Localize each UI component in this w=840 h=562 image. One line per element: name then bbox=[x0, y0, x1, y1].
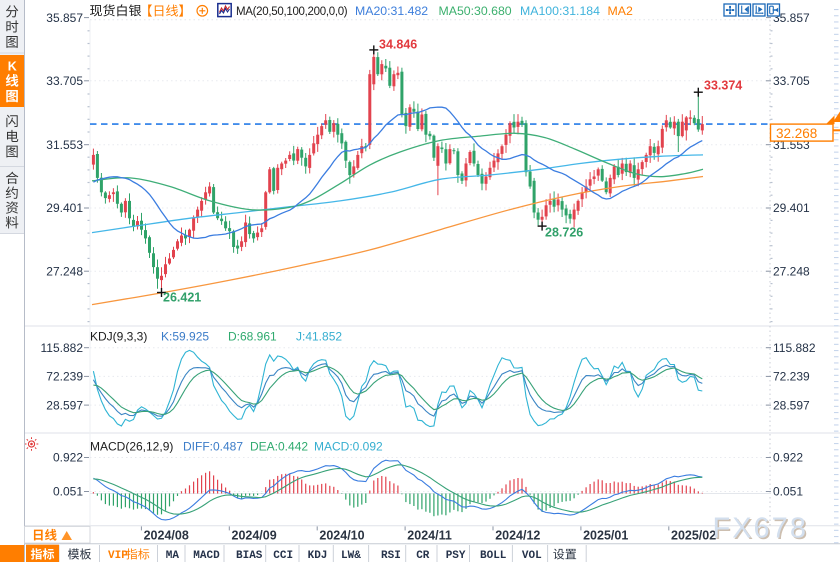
svg-text:KDJ: KDJ bbox=[308, 550, 328, 562]
svg-text:J:41.852: J:41.852 bbox=[296, 330, 342, 344]
svg-text:FX678: FX678 bbox=[714, 514, 809, 546]
svg-text:26.421: 26.421 bbox=[163, 291, 201, 305]
svg-text:28.597: 28.597 bbox=[773, 398, 810, 412]
svg-text:PSY: PSY bbox=[446, 550, 466, 562]
svg-text:KDJ(9,3,3): KDJ(9,3,3) bbox=[90, 330, 147, 344]
svg-text:MACD:0.092: MACD:0.092 bbox=[314, 440, 383, 454]
svg-text:31.553: 31.553 bbox=[46, 138, 83, 152]
svg-text:2025/01: 2025/01 bbox=[583, 529, 628, 543]
svg-text:33.705: 33.705 bbox=[46, 74, 83, 88]
svg-text:LW&: LW& bbox=[341, 550, 361, 562]
svg-text:2024/11: 2024/11 bbox=[407, 529, 452, 543]
svg-text:MA(20,50,100,200,0,0): MA(20,50,100,200,0,0) bbox=[236, 6, 348, 18]
svg-text:DEA:0.442: DEA:0.442 bbox=[250, 440, 308, 454]
svg-text:K: K bbox=[8, 60, 17, 74]
svg-text:BIAS: BIAS bbox=[236, 550, 263, 562]
svg-text:32.268: 32.268 bbox=[776, 126, 817, 141]
svg-text:DIFF:0.487: DIFF:0.487 bbox=[183, 440, 243, 454]
svg-text:MACD: MACD bbox=[193, 550, 220, 562]
svg-text:CCI: CCI bbox=[273, 550, 293, 562]
svg-text:27.248: 27.248 bbox=[46, 264, 83, 278]
svg-text:28.597: 28.597 bbox=[46, 398, 83, 412]
svg-text:35.857: 35.857 bbox=[773, 11, 810, 25]
svg-text:MA100:31.184: MA100:31.184 bbox=[520, 4, 600, 18]
svg-text:VOL: VOL bbox=[522, 550, 542, 562]
svg-text:2024/08: 2024/08 bbox=[144, 529, 189, 543]
svg-text:MA20:31.482: MA20:31.482 bbox=[355, 4, 428, 18]
svg-text:FX678: FX678 bbox=[713, 513, 808, 545]
svg-text:0.922: 0.922 bbox=[53, 451, 83, 465]
svg-text:28.726: 28.726 bbox=[545, 226, 583, 240]
svg-text:0.922: 0.922 bbox=[773, 451, 803, 465]
svg-text:CR: CR bbox=[416, 550, 430, 562]
svg-text:29.401: 29.401 bbox=[46, 201, 83, 215]
svg-text:MA50:30.680: MA50:30.680 bbox=[439, 4, 512, 18]
svg-text:RSI: RSI bbox=[381, 550, 401, 562]
svg-text:MA2: MA2 bbox=[608, 4, 633, 18]
svg-text:29.401: 29.401 bbox=[773, 201, 810, 215]
svg-text:K:59.925: K:59.925 bbox=[161, 330, 209, 344]
svg-text:2024/10: 2024/10 bbox=[319, 529, 364, 543]
svg-text:33.374: 33.374 bbox=[704, 79, 742, 93]
svg-text:D:68.961: D:68.961 bbox=[228, 330, 277, 344]
svg-text:33.705: 33.705 bbox=[773, 74, 810, 88]
svg-text:2024/12: 2024/12 bbox=[495, 529, 540, 543]
svg-text:27.248: 27.248 bbox=[773, 264, 810, 278]
svg-text:0.051: 0.051 bbox=[773, 485, 803, 499]
svg-text:VIP: VIP bbox=[108, 550, 128, 562]
svg-text:115.882: 115.882 bbox=[41, 341, 84, 355]
svg-text:MACD(26,12,9): MACD(26,12,9) bbox=[90, 440, 173, 454]
svg-text:72.239: 72.239 bbox=[773, 370, 810, 384]
svg-text:BOLL: BOLL bbox=[480, 550, 507, 562]
svg-text:2025/02: 2025/02 bbox=[671, 529, 716, 543]
svg-text:2024/09: 2024/09 bbox=[232, 529, 277, 543]
svg-text:MA: MA bbox=[166, 550, 180, 562]
svg-text:0.051: 0.051 bbox=[53, 485, 83, 499]
svg-text:35.857: 35.857 bbox=[46, 11, 83, 25]
svg-text:34.846: 34.846 bbox=[379, 38, 417, 52]
svg-text:72.239: 72.239 bbox=[46, 370, 83, 384]
svg-text:115.882: 115.882 bbox=[773, 341, 816, 355]
